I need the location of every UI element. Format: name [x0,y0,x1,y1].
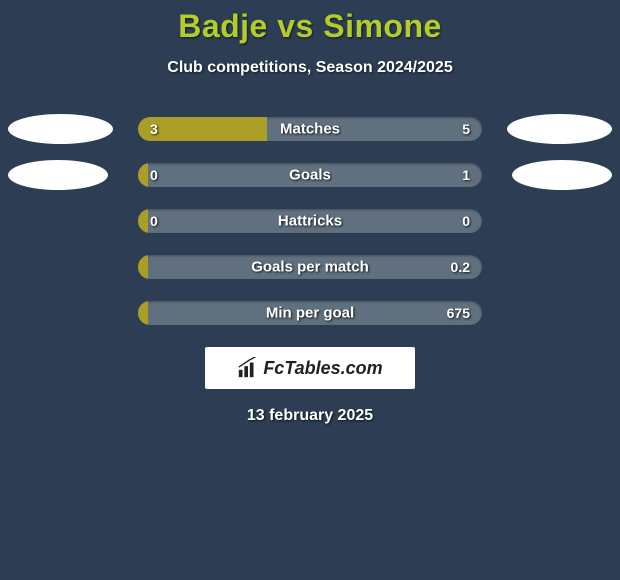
player-left-badge [8,160,108,190]
stat-bar-fill [138,163,148,187]
stat-row: Min per goal 675 [0,301,620,325]
player-right-badge [512,160,612,190]
stat-right-value: 1 [462,167,470,183]
stat-bar-fill [138,255,148,279]
stat-label: Goals per match [251,259,369,276]
player-left-badge [8,114,113,144]
stat-label: Min per goal [266,305,354,322]
bar-chart-icon [237,357,259,379]
stat-rows: 3 Matches 5 0 Goals 1 0 Hattricks 0 Goals per mat… [0,117,620,325]
stat-label: Goals [289,167,331,184]
stat-row: 3 Matches 5 [0,117,620,141]
stat-label: Matches [280,121,340,138]
stat-left-value: 0 [150,213,158,229]
stat-right-value: 675 [447,305,470,321]
comparison-card: Badje vs Simone Club competitions, Seaso… [0,0,620,425]
page-subtitle: Club competitions, Season 2024/2025 [0,59,620,77]
player-right-badge [507,114,612,144]
stat-row: Goals per match 0.2 [0,255,620,279]
stat-left-value: 0 [150,167,158,183]
stat-right-value: 0 [462,213,470,229]
stat-bar-fill [138,209,148,233]
stat-left-value: 3 [150,121,158,137]
stat-bar: 0 Goals 1 [138,163,482,187]
stat-row: 0 Goals 1 [0,163,620,187]
stat-bar-fill [138,301,148,325]
stat-bar: Min per goal 675 [138,301,482,325]
stat-right-value: 5 [462,121,470,137]
stat-label: Hattricks [278,213,342,230]
comparison-date: 13 february 2025 [0,407,620,425]
brand-logo: FcTables.com [205,347,415,389]
stat-bar: Goals per match 0.2 [138,255,482,279]
stat-bar: 0 Hattricks 0 [138,209,482,233]
page-title: Badje vs Simone [0,8,620,45]
stat-row: 0 Hattricks 0 [0,209,620,233]
brand-logo-text: FcTables.com [263,358,382,379]
stat-right-value: 0.2 [451,259,470,275]
stat-bar: 3 Matches 5 [138,117,482,141]
